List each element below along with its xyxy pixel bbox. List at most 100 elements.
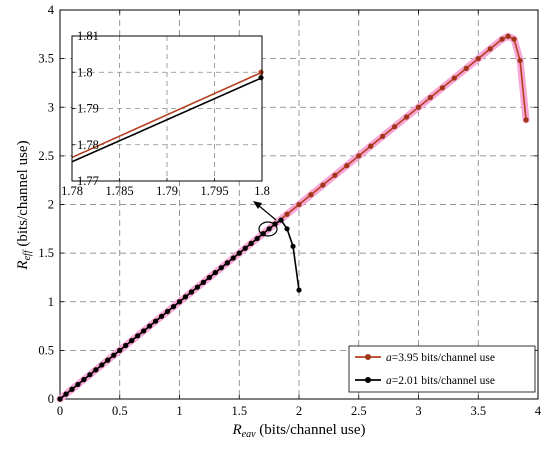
- series-a395-point: [284, 211, 290, 217]
- main-x-tick-label: 0: [57, 404, 63, 418]
- main-x-tick-label: 1.5: [231, 404, 247, 418]
- series-a395-point: [415, 104, 422, 110]
- series-a201-point: [93, 367, 99, 373]
- main-x-tick-label: 1: [176, 404, 182, 418]
- series-a201-point: [284, 226, 290, 232]
- inset-series-a201-line: [71, 76, 263, 163]
- series-a201-point: [158, 313, 165, 319]
- series-a201-point: [63, 391, 69, 397]
- series-a395-point: [296, 201, 302, 208]
- inset-series-a395-line: [71, 71, 263, 159]
- series-a201-point: [170, 304, 177, 310]
- series-a201-point: [111, 352, 117, 358]
- inset-gridlines: [72, 36, 262, 181]
- series-a395-point: [344, 163, 350, 169]
- main-y-tick-label: 1.5: [38, 246, 54, 260]
- inset-y-tick-label: 1.78: [77, 138, 99, 152]
- legend-marker-a201: [365, 377, 371, 383]
- inset-x-tick-labels: 1.78 1.785 1.79 1.795 1.8: [61, 184, 270, 198]
- series-a395-point: [439, 85, 445, 91]
- series-a201-point: [290, 243, 296, 249]
- main-x-tick-label: 0.5: [112, 404, 128, 418]
- main-tick-marks: [59, 9, 539, 400]
- inset-y-tick-labels: 1.77 1.78 1.79 1.8 1.81: [77, 29, 99, 188]
- legend-label-a201: a=2.01 bits/channel use: [386, 375, 495, 387]
- series-a201-point: [135, 333, 141, 339]
- series-a201-point: [266, 226, 272, 232]
- series-a201-point: [87, 372, 93, 378]
- series-a395-point: [427, 94, 434, 101]
- series-a201-point: [188, 289, 195, 295]
- series-a201-point: [176, 299, 183, 305]
- legend-label-a395: a=3.95 bits/channel use: [386, 352, 495, 364]
- main-x-tick-label: 4: [535, 404, 542, 418]
- series-a201-point: [117, 347, 123, 353]
- inset-y-tick-label: 1.81: [77, 29, 99, 43]
- series-a395-point: [392, 124, 398, 130]
- series-a201-point: [141, 328, 147, 334]
- inset-x-tick-label: 1.785: [105, 184, 133, 198]
- inset-y-tick-label: 1.79: [77, 102, 99, 116]
- series-a201-point: [75, 381, 81, 388]
- series-a395-point: [475, 56, 481, 62]
- series-a395-point: [332, 172, 338, 178]
- main-y-tick-label: 0: [48, 392, 54, 406]
- series-a395-point: [320, 182, 326, 188]
- main-y-tick-label: 3.5: [38, 52, 54, 66]
- main-y-tick-label: 4: [48, 3, 55, 17]
- series-a201-point: [194, 284, 201, 290]
- main-x-tick-label: 3: [415, 404, 421, 418]
- main-x-tick-label: 2: [296, 404, 302, 418]
- series-a201-point: [254, 235, 260, 242]
- series-a201-point: [81, 376, 87, 383]
- series-a201-point: [242, 245, 248, 251]
- inset-x-tick-label: 1.78: [61, 184, 83, 198]
- inset-series-a201-point: [258, 75, 264, 81]
- series-a201-point: [123, 342, 129, 349]
- series-a395-point: [451, 75, 457, 81]
- main-y-tick-label: 2: [48, 198, 54, 212]
- series-a395-point: [499, 36, 505, 42]
- series-a201-point: [296, 287, 302, 293]
- inset-tick-marks: [71, 35, 263, 182]
- series-a201-point: [200, 279, 206, 285]
- series-a201-point: [212, 269, 218, 276]
- x-axis-label: Reav (bits/channel use): [231, 422, 365, 440]
- series-a201-point: [99, 362, 105, 368]
- series-a395-point: [368, 143, 374, 149]
- main-y-tick-label: 3: [48, 100, 54, 114]
- series-a201-point: [69, 386, 75, 392]
- main-y-tick-labels: 0 0.5 1 1.5 2 2.5 3 3.5 4: [38, 3, 54, 406]
- series-a395-point: [511, 36, 517, 42]
- inset-y-tick-label: 1.8: [77, 65, 93, 79]
- main-y-tick-label: 1: [48, 295, 54, 309]
- series-a201-point: [105, 357, 111, 363]
- inset-x-tick-label: 1.79: [156, 184, 178, 198]
- series-a395-point: [505, 33, 511, 39]
- main-y-tick-label: 0.5: [38, 343, 54, 357]
- series-a201-point: [164, 308, 171, 315]
- main-x-tick-label: 3.5: [470, 404, 486, 418]
- series-a201-point: [129, 338, 135, 344]
- series-a201-point: [218, 265, 224, 271]
- legend-box: [348, 345, 536, 393]
- legend: a=3.95 bits/channel use a=2.01 bits/chan…: [348, 345, 536, 393]
- series-a201-point: [278, 217, 284, 223]
- main-x-tick-label: 2.5: [351, 404, 367, 418]
- series-a395-point: [403, 114, 410, 120]
- inset-x-tick-label: 1.8: [254, 184, 270, 198]
- series-a201-point: [224, 260, 230, 266]
- series-a395-point: [308, 192, 314, 198]
- series-a395-point: [380, 133, 386, 140]
- main-y-tick-label: 2.5: [38, 149, 54, 163]
- series-a201-point: [248, 240, 254, 246]
- series-a395-point: [487, 46, 493, 52]
- series-a201-point: [147, 323, 153, 329]
- series-a395-point: [356, 153, 362, 159]
- main-x-tick-labels: 0 0.5 1 1.5 2 2.5 3 3.5 4: [57, 404, 542, 418]
- series-a201-point: [182, 294, 189, 300]
- series-a201-point: [57, 396, 63, 402]
- series-a395-point: [517, 57, 523, 64]
- series-a201-point: [153, 318, 159, 324]
